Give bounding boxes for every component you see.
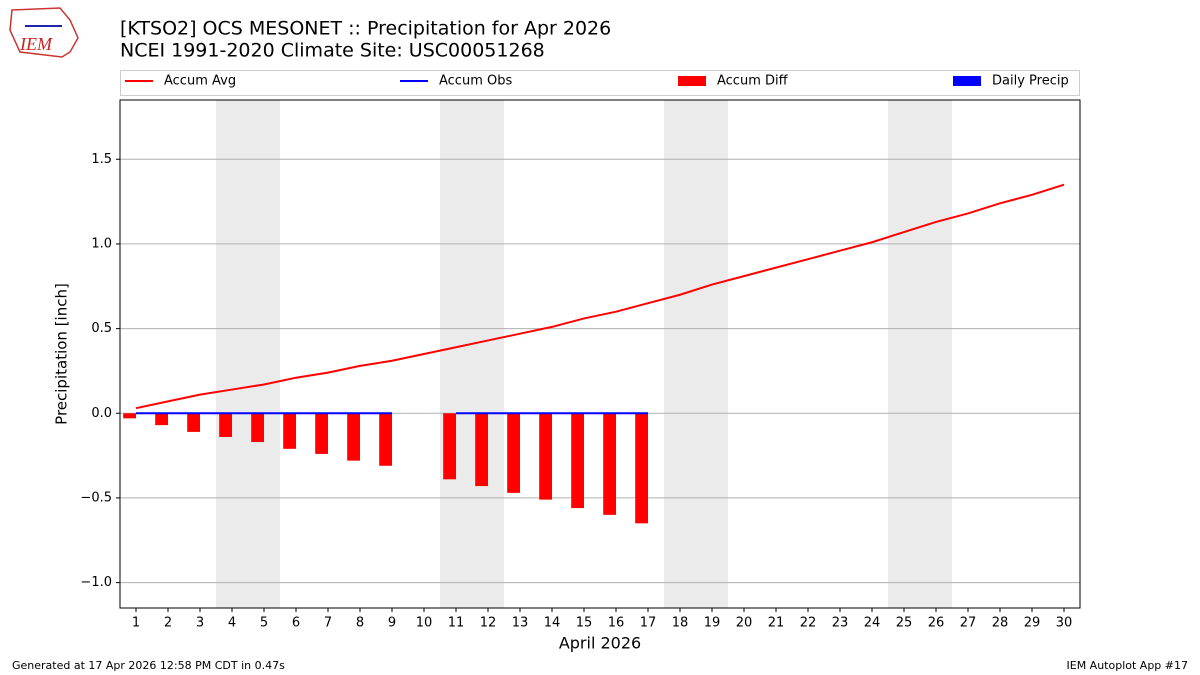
bar [283,413,296,449]
legend-box [120,70,1080,96]
x-tick-label: 28 [992,616,1009,631]
x-tick-label: 16 [608,616,625,631]
chart-title: [KTSO2] OCS MESONET :: Precipitation for… [120,18,611,40]
x-axis-label: April 2026 [559,634,641,653]
legend-label: Accum Avg [164,74,236,89]
x-tick-label: 2 [164,616,172,631]
y-axis-label: Precipitation [inch] [53,283,71,425]
y-tick-label: −0.5 [80,490,112,505]
x-tick-label: 10 [416,616,433,631]
weekend-shade [664,100,728,608]
plot-frame [119,99,1081,609]
x-tick-label: 24 [864,616,881,631]
x-tick-label: 13 [512,616,529,631]
legend-label: Accum Obs [439,74,512,89]
y-tick-label: 1.5 [91,152,112,167]
x-tick-label: 12 [480,616,497,631]
chart-subtitle: NCEI 1991-2020 Climate Site: USC00051268 [120,40,545,62]
x-tick-label: 5 [260,616,268,631]
x-tick-label: 6 [292,616,300,631]
bar [379,413,392,466]
bar [571,413,584,509]
x-tick-label: 7 [324,616,332,631]
x-tick-label: 27 [960,616,977,631]
logo-text: IEM [19,34,53,54]
logo-outline [9,7,79,58]
weekend-shade [888,100,952,608]
y-tick-label: 1.0 [91,236,112,251]
bar [603,413,616,515]
x-tick-label: 18 [672,616,689,631]
footer-right: IEM Autoplot App #17 [1067,659,1189,672]
legend-swatch [953,76,981,86]
line [135,183,1065,410]
x-tick-label: 14 [544,616,561,631]
x-tick-label: 9 [388,616,396,631]
x-tick-label: 25 [896,616,913,631]
legend-label: Accum Diff [717,74,789,89]
x-tick-label: 15 [576,616,593,631]
footer-left: Generated at 17 Apr 2026 12:58 PM CDT in… [12,659,285,672]
legend-label: Daily Precip [992,74,1069,89]
bar [187,413,200,432]
weekend-shade [440,100,504,608]
weekend-shade [216,100,280,608]
x-tick-label: 21 [768,616,785,631]
bar [443,413,456,480]
x-tick-label: 1 [132,616,140,631]
bar [347,413,360,461]
x-tick-label: 29 [1024,616,1041,631]
bar [251,413,264,443]
bar [507,413,520,493]
x-tick-label: 23 [832,616,849,631]
x-tick-label: 8 [356,616,364,631]
x-tick-label: 20 [736,616,753,631]
x-tick-label: 26 [928,616,945,631]
x-tick-label: 11 [448,616,465,631]
x-tick-label: 22 [800,616,817,631]
bar [635,413,648,524]
y-tick-label: 0.0 [91,406,112,421]
x-tick-label: 30 [1056,616,1073,631]
bar [219,413,232,437]
x-tick-label: 4 [228,616,236,631]
bar [539,413,552,500]
bar [315,413,328,454]
bar [155,413,168,426]
bar [475,413,488,487]
x-tick-label: 17 [640,616,657,631]
x-tick-label: 19 [704,616,721,631]
legend-swatch [678,76,706,86]
bar [123,413,136,419]
y-tick-label: −1.0 [80,575,112,590]
x-tick-label: 3 [196,616,204,631]
y-tick-label: 0.5 [91,321,112,336]
